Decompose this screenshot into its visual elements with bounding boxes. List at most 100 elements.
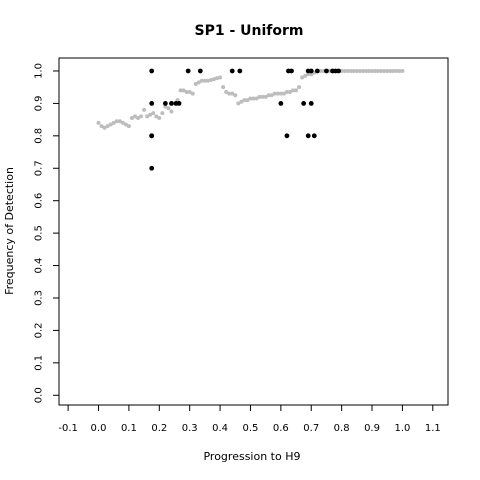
x-tick-label: 0.3: [182, 423, 198, 434]
x-tick-label: 0.7: [303, 423, 319, 434]
observed-point: [308, 68, 314, 74]
smoothed-point: [370, 68, 375, 73]
smoothed-point: [263, 94, 268, 99]
smoothed-point: [105, 124, 110, 129]
observed-point: [229, 68, 235, 74]
smoothed-point: [178, 88, 183, 93]
smoothed-point: [291, 88, 296, 93]
smoothed-point: [385, 68, 390, 73]
smoothed-point: [157, 115, 162, 120]
y-tick-label: 0.7: [34, 160, 45, 176]
smoothed-point: [294, 88, 299, 93]
smoothed-point: [132, 114, 137, 119]
smoothed-point: [266, 93, 271, 98]
smoothed-point: [169, 109, 174, 114]
smoothed-point: [199, 78, 204, 83]
observed-point: [149, 165, 155, 171]
smoothed-point: [236, 101, 241, 106]
smoothed-point: [345, 68, 350, 73]
observed-point: [336, 68, 341, 74]
x-tick-label: 1.1: [425, 423, 441, 434]
smoothed-point: [117, 119, 122, 124]
smoothed-point: [373, 68, 378, 73]
observed-point: [284, 133, 290, 139]
y-tick-label: 0.2: [34, 322, 45, 338]
observed-point: [185, 68, 191, 74]
smoothed-point: [366, 68, 371, 73]
smoothed-point: [99, 124, 104, 129]
smoothed-point: [394, 68, 399, 73]
smoothed-point: [145, 114, 150, 119]
observed-point: [162, 101, 168, 106]
smoothed-point: [160, 111, 165, 116]
smoothed-point: [193, 81, 198, 86]
smoothed-point: [272, 91, 277, 96]
y-tick-label: 0.4: [34, 258, 45, 274]
smoothed-point: [388, 68, 393, 73]
x-tick-label: 0.6: [273, 423, 289, 434]
observed-point: [311, 133, 317, 139]
y-axis: 0.0 0.1 0.2 0.3 0.4 0.5 0.6 0.7 0.8 0.9 1.0: [34, 63, 59, 403]
y-tick-label: 0.0: [34, 387, 45, 403]
observed-point: [197, 68, 203, 74]
smoothed-point: [376, 68, 381, 73]
smoothed-point: [269, 93, 274, 98]
smoothed-point: [136, 115, 141, 120]
observed-point: [176, 101, 182, 106]
smoothed-point: [142, 107, 147, 112]
smoothed-point: [287, 90, 292, 95]
x-tick-label: 0.2: [151, 423, 167, 434]
smoothed-point: [257, 94, 262, 99]
smoothed-point: [391, 68, 396, 73]
smoothed-point: [126, 124, 131, 129]
smoothed-point: [205, 78, 210, 83]
smoothed-point: [108, 122, 113, 127]
observed-point: [149, 101, 155, 106]
observed-point: [278, 101, 284, 106]
smoothed-point: [348, 68, 353, 73]
observed-point: [289, 68, 294, 74]
y-tick-label: 0.1: [34, 355, 45, 371]
smoothed-point: [397, 68, 402, 73]
y-tick-label: 0.8: [34, 128, 45, 144]
y-tick-label: 0.5: [34, 225, 45, 241]
plot-frame: [58, 57, 449, 406]
smoothed-point: [281, 91, 286, 96]
observed-point: [169, 101, 174, 106]
smoothed-point: [227, 91, 232, 96]
smoothed-point: [139, 114, 144, 119]
smoothed-point: [215, 76, 220, 81]
observed-point: [237, 68, 243, 74]
smoothed-point: [202, 78, 207, 83]
smoothed-point: [278, 91, 283, 96]
smoothed-point: [102, 125, 107, 130]
smoothed-point: [221, 85, 226, 90]
smoothed-point: [354, 68, 359, 73]
smoothed-point: [208, 78, 213, 83]
x-tick-label: 0.8: [334, 423, 350, 434]
smoothed-point: [300, 75, 305, 80]
smoothed-point: [230, 91, 235, 96]
smoothed-point: [123, 122, 128, 127]
x-tick-label: 0.9: [364, 423, 380, 434]
smoothed-point: [129, 115, 134, 120]
observed-point: [149, 68, 155, 74]
smoothed-point: [360, 68, 365, 73]
y-tick-label: 1.0: [34, 63, 45, 79]
smoothed-point: [342, 68, 347, 73]
observed-point: [149, 133, 155, 139]
observed-point: [314, 68, 320, 74]
smoothed-point: [284, 90, 289, 95]
x-tick-label: 0.5: [243, 423, 259, 434]
y-tick-label: 0.9: [34, 95, 45, 111]
smoothed-point: [190, 91, 195, 96]
smoothed-point: [96, 120, 101, 125]
x-axis: -0.1 0.0 0.1 0.2 0.3 0.4 0.5 0.6 0.7 0.8 0.9 1.0 1.1: [58, 405, 441, 434]
data-points: [96, 68, 405, 171]
smoothed-point: [239, 99, 244, 104]
observed-point: [308, 101, 314, 106]
smoothed-point: [163, 104, 168, 109]
x-tick-label: -0.1: [58, 423, 78, 434]
smoothed-point: [187, 90, 192, 95]
